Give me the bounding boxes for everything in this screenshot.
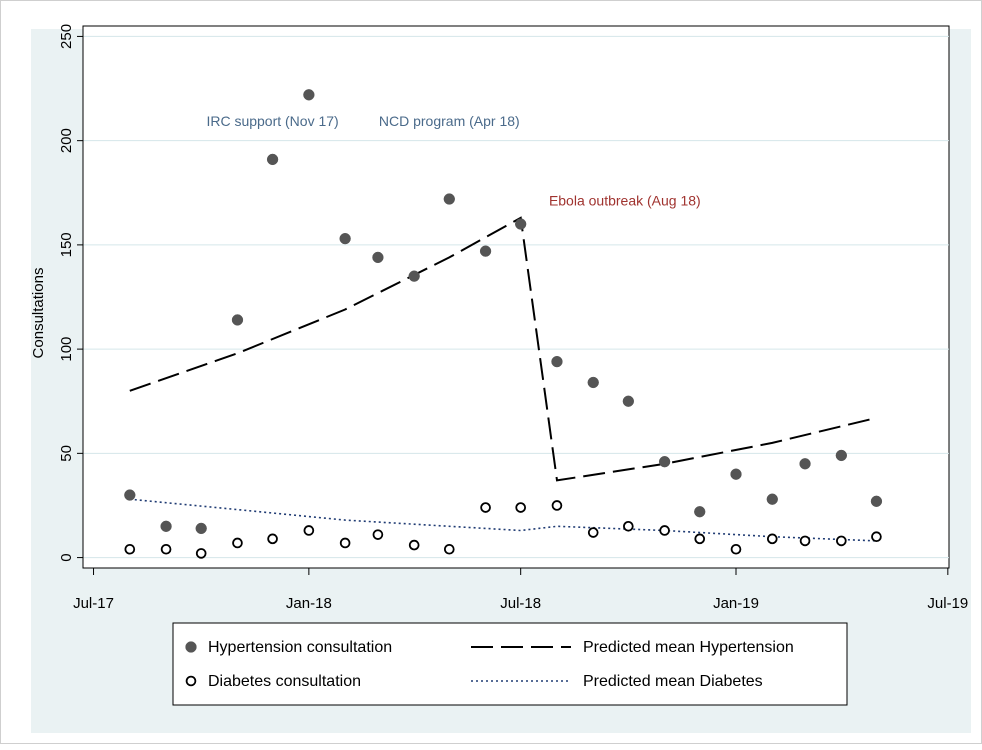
y-tick-label: 100 [58, 337, 75, 362]
hypertension-point [479, 245, 492, 257]
y-tick-label: 0 [58, 553, 75, 561]
diabetes-point [339, 537, 351, 549]
diabetes-point [267, 533, 278, 545]
x-tick-label: Jul-18 [500, 595, 541, 612]
diabetes-point [730, 543, 742, 555]
legend-marker [185, 641, 197, 653]
hypertension-point [551, 355, 563, 368]
hypertension-point [303, 89, 315, 101]
hypertension-point [587, 376, 599, 389]
diabetes-point [836, 535, 847, 547]
legend-marker [185, 675, 197, 687]
y-tick-label: 250 [58, 24, 75, 49]
annotation-label: IRC support (Nov 17) [206, 113, 338, 129]
hypertension-point [730, 468, 742, 480]
diabetes-point [160, 543, 172, 555]
hypertension-point [515, 218, 527, 230]
hypertension-point [124, 489, 136, 501]
diabetes-point [515, 502, 526, 513]
diabetes-point [443, 543, 455, 555]
series-line-predicted-mean-hypertension [129, 216, 877, 482]
x-tick-label: Jan-18 [286, 595, 332, 612]
y-tick-label: 150 [58, 232, 75, 257]
diabetes-point [408, 539, 420, 551]
legend-label: Predicted mean Diabetes [583, 673, 763, 690]
diabetes-point [659, 525, 670, 536]
y-tick-label: 50 [58, 445, 75, 462]
annotation-label: Ebola outbreak (Aug 18) [549, 192, 701, 208]
diabetes-point [623, 521, 634, 532]
diabetes-point [124, 543, 136, 555]
diabetes-point [551, 500, 563, 511]
y-tick-label: 200 [58, 128, 75, 153]
hypertension-point [870, 495, 883, 507]
x-tick-label: Jul-19 [927, 595, 968, 612]
hypertension-point [339, 232, 351, 245]
hypertension-point [766, 493, 778, 505]
diabetes-point [799, 535, 811, 547]
diabetes-point [871, 531, 882, 543]
diabetes-point [372, 529, 384, 540]
hypertension-point [372, 251, 384, 264]
plot-area [82, 25, 950, 569]
hypertension-point [622, 395, 634, 407]
hypertension-point [658, 456, 671, 468]
diabetes-point [195, 548, 207, 559]
hypertension-point [799, 458, 811, 470]
legend: Hypertension consultation Predicted mean … [172, 622, 848, 706]
diabetes-point [480, 502, 491, 513]
diabetes-point [232, 537, 243, 549]
diabetes-point [766, 533, 778, 545]
legend-label: Diabetes consultation [208, 673, 361, 690]
hypertension-point [835, 449, 847, 462]
hypertension-point [694, 506, 706, 518]
y-axis-title: Consultations [30, 268, 47, 359]
hypertension-point [443, 193, 455, 205]
diabetes-point [587, 527, 599, 538]
legend-label: Predicted mean Hypertension [583, 639, 794, 656]
legend-box [172, 622, 848, 706]
annotation-label: NCD program (Apr 18) [379, 113, 520, 129]
x-tick-label: Jan-19 [713, 595, 759, 612]
hypertension-point [160, 520, 172, 532]
hypertension-point [195, 522, 207, 535]
diabetes-point [303, 525, 315, 536]
hypertension-point [408, 270, 420, 282]
diabetes-point [694, 533, 706, 545]
hypertension-point [231, 314, 244, 326]
legend-label: Hypertension consultation [208, 639, 392, 656]
x-tick-label: Jul-17 [73, 595, 114, 612]
hypertension-point [266, 153, 279, 166]
